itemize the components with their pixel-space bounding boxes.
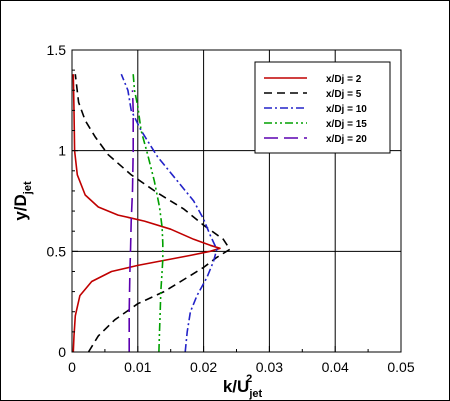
y-tick-label: 1.5 (47, 42, 67, 58)
y-tick-label: 0 (58, 344, 66, 360)
x-tick-label: 0 (68, 359, 76, 375)
y-tick-label: 0.5 (47, 243, 67, 259)
legend-entry-4: x/Dj = 15 (326, 119, 367, 130)
x-tick-label: 0.01 (124, 359, 151, 375)
legend-entry-1: x/Dj = 2 (326, 74, 362, 85)
x-tick-label: 0.02 (190, 359, 217, 375)
x-axis-label-sup: 2 (246, 373, 252, 385)
legend-entry-2: x/Dj = 5 (326, 89, 362, 100)
x-tick-label: 0.03 (256, 359, 283, 375)
y-axis-label-sub: jet (22, 181, 34, 195)
series-line-4 (132, 74, 164, 353)
series-line-5 (128, 90, 134, 352)
series-lines (72, 73, 231, 353)
y-axis-label-main: y/D (11, 194, 30, 220)
x-axis-label: k/Ujet 2 (223, 373, 263, 400)
y-tick-label: 1 (58, 143, 66, 159)
x-axis-label-main: k/U (223, 377, 249, 396)
series-line-2 (74, 74, 231, 353)
x-tick-label: 0.04 (322, 359, 349, 375)
series-line-3 (120, 73, 218, 353)
x-axis-label-sub: jet (248, 388, 262, 400)
y-axis-label: y/Djet (11, 181, 34, 221)
legend-entry-3: x/Dj = 10 (326, 104, 367, 115)
axis-ticks: 0 0.01 0.02 0.03 0.04 0.05 0 0.5 1 1.5 (47, 42, 415, 375)
series-line-1 (72, 74, 221, 353)
x-tick-label: 0.05 (387, 359, 414, 375)
legend: x/Dj = 2 x/Dj = 5 x/Dj = 10 x/Dj = 15 x/Dj =… (254, 61, 391, 154)
legend-entry-5: x/Dj = 20 (326, 134, 367, 145)
